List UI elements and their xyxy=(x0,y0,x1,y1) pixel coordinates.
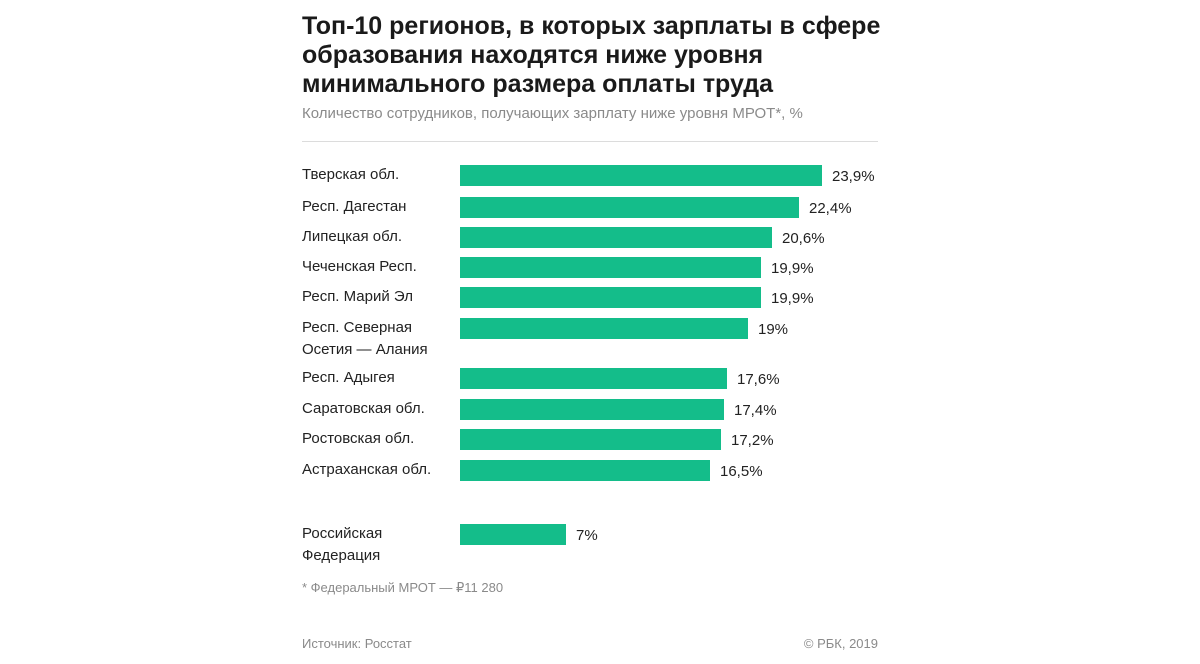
data-label: 17,6% xyxy=(737,371,780,388)
bar xyxy=(460,318,748,339)
category-label: Респ. Дагестан xyxy=(302,198,407,215)
bar xyxy=(460,399,724,420)
footnote: * Федеральный МРОТ — ₽11 280 xyxy=(302,580,504,595)
category-label: Астраханская обл. xyxy=(302,461,432,478)
category-label: Чеченская Респ. xyxy=(302,258,417,275)
header-divider xyxy=(302,141,878,142)
bar xyxy=(460,287,761,308)
data-label: 16,5% xyxy=(720,463,763,480)
category-label: Липецкая обл. xyxy=(302,228,402,245)
data-label: 19,9% xyxy=(771,260,814,277)
bar xyxy=(460,227,772,248)
bar xyxy=(460,460,710,481)
source-note: Источник: Росстат xyxy=(302,636,412,651)
category-label: Российская Федерация xyxy=(302,525,383,564)
chart-subtitle: Количество сотрудников, получающих зарпл… xyxy=(302,105,803,122)
data-label: 20,6% xyxy=(782,230,825,247)
bar xyxy=(460,165,822,186)
bar xyxy=(460,524,566,545)
category-label: Респ. Адыгея xyxy=(302,369,395,386)
category-label: Респ. Северная Осетия — Алания xyxy=(302,319,428,358)
chart-title: Топ-10 регионов, в которых зарплаты в сф… xyxy=(302,12,881,98)
bar xyxy=(460,197,799,218)
data-label: 17,2% xyxy=(731,432,774,449)
data-label: 23,9% xyxy=(832,168,875,185)
category-label: Ростовская обл. xyxy=(302,430,415,447)
data-label: 17,4% xyxy=(734,402,777,419)
bar xyxy=(460,368,727,389)
data-label: 7% xyxy=(576,527,598,544)
data-label: 19,9% xyxy=(771,290,814,307)
data-label: 19% xyxy=(758,321,788,338)
bar xyxy=(460,429,721,450)
category-label: Респ. Марий Эл xyxy=(302,288,413,305)
category-label: Тверская обл. xyxy=(302,166,400,183)
bar xyxy=(460,257,761,278)
copyright-note: © РБК, 2019 xyxy=(803,636,878,651)
category-label: Саратовская обл. xyxy=(302,400,425,417)
data-label: 22,4% xyxy=(809,200,852,217)
